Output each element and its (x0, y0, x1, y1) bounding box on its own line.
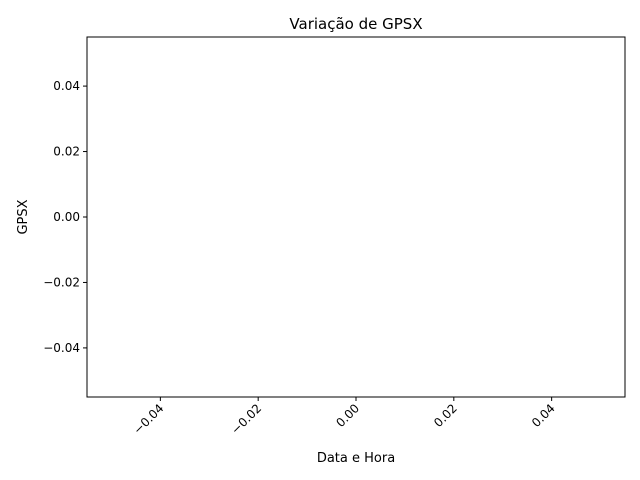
y-axis-label: GPSX (16, 199, 31, 234)
chart-title: Variação de GPSX (289, 15, 422, 33)
y-tick-label: 0.02 (53, 145, 80, 159)
plot-area-frame (86, 36, 626, 398)
y-tick-label: −0.04 (43, 341, 80, 355)
y-axis-ticks: 0.04 0.02 0.00 −0.02 −0.04 (43, 79, 87, 355)
y-tick-label: 0.04 (53, 79, 80, 93)
x-axis-label: Data e Hora (317, 451, 395, 466)
y-tick-label: −0.02 (43, 275, 80, 289)
y-tick-label: 0.00 (53, 210, 80, 224)
